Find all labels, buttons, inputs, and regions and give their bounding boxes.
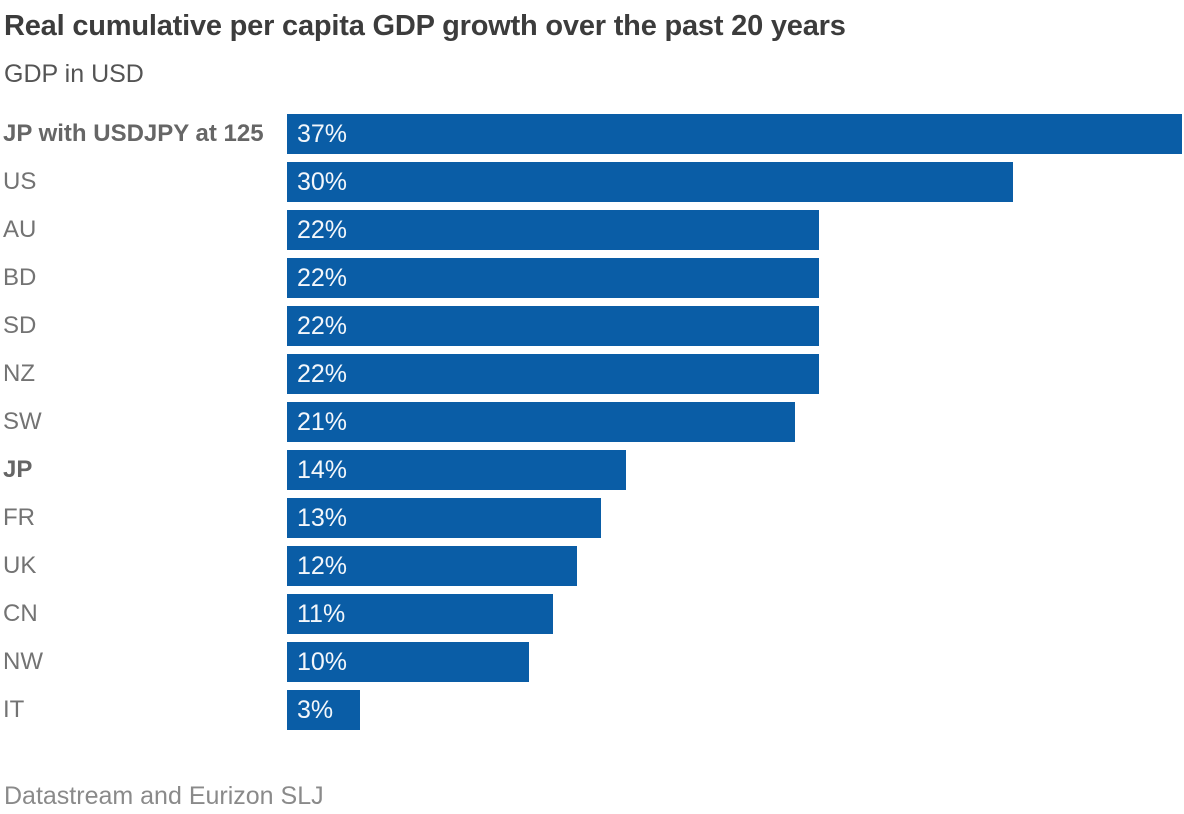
bar-value-label: 11% xyxy=(297,599,346,628)
bar-value-label: 10% xyxy=(297,647,348,676)
bar: 14% xyxy=(287,450,626,490)
bar-value-label: 22% xyxy=(297,359,348,388)
category-label: NW xyxy=(3,648,43,675)
bar-track: 22% xyxy=(287,258,1182,298)
chart-row: JP with USDJPY at 125 37% xyxy=(0,114,1182,154)
chart-row: JP 14% xyxy=(0,450,1182,490)
chart-row: FR 13% xyxy=(0,498,1182,538)
category-label: US xyxy=(3,168,37,195)
chart-row: UK 12% xyxy=(0,546,1182,586)
chart-row: NZ 22% xyxy=(0,354,1182,394)
category-label: SD xyxy=(3,312,37,339)
bar: 10% xyxy=(287,642,529,682)
bar-value-label: 22% xyxy=(297,215,348,244)
bar-track: 22% xyxy=(287,354,1182,394)
bar: 22% xyxy=(287,354,820,394)
bar-track: 30% xyxy=(287,162,1182,202)
bar-value-label: 12% xyxy=(297,551,348,580)
bar-value-label: 22% xyxy=(297,263,348,292)
category-label: JP xyxy=(3,456,33,483)
bar: 21% xyxy=(287,402,795,442)
bar-value-label: 22% xyxy=(297,311,348,340)
bar: 22% xyxy=(287,258,820,298)
bar-track: 11% xyxy=(287,594,1182,634)
category-label: SW xyxy=(3,408,42,435)
chart-row: US 30% xyxy=(0,162,1182,202)
chart-subtitle: GDP in USD xyxy=(4,60,144,88)
chart-title: Real cumulative per capita GDP growth ov… xyxy=(4,10,846,42)
bar-track: 14% xyxy=(287,450,1182,490)
bar-track: 13% xyxy=(287,498,1182,538)
category-label: UK xyxy=(3,552,37,579)
chart-row: IT 3% xyxy=(0,690,1182,730)
bar: 3% xyxy=(287,690,360,730)
bar: 37% xyxy=(287,114,1182,154)
bar-value-label: 37% xyxy=(297,119,348,148)
bar-value-label: 13% xyxy=(297,503,348,532)
bar-value-label: 30% xyxy=(297,167,348,196)
category-label: FR xyxy=(3,504,35,531)
bar-value-label: 14% xyxy=(297,455,348,484)
chart-row: BD 22% xyxy=(0,258,1182,298)
bar: 30% xyxy=(287,162,1013,202)
chart-row: AU 22% xyxy=(0,210,1182,250)
bar-track: 10% xyxy=(287,642,1182,682)
category-label: CN xyxy=(3,600,38,627)
bar: 13% xyxy=(287,498,602,538)
bar: 22% xyxy=(287,210,820,250)
category-label: IT xyxy=(3,696,25,723)
chart-row: CN 11% xyxy=(0,594,1182,634)
category-label: JP with USDJPY at 125 xyxy=(3,120,264,147)
source-note: Datastream and Eurizon SLJ xyxy=(4,782,324,810)
chart-row: SW 21% xyxy=(0,402,1182,442)
bar-track: 37% xyxy=(287,114,1182,154)
category-label: AU xyxy=(3,216,37,243)
category-label: NZ xyxy=(3,360,35,387)
bar: 12% xyxy=(287,546,578,586)
bar-value-label: 21% xyxy=(297,407,348,436)
bar-track: 22% xyxy=(287,306,1182,346)
category-label: BD xyxy=(3,264,37,291)
bar-track: 12% xyxy=(287,546,1182,586)
bar: 11% xyxy=(287,594,554,634)
bar: 22% xyxy=(287,306,820,346)
bar-track: 21% xyxy=(287,402,1182,442)
chart-row: SD 22% xyxy=(0,306,1182,346)
chart-row: NW 10% xyxy=(0,642,1182,682)
bar-chart: JP with USDJPY at 125 37% US 30% AU 22% BD 22% S… xyxy=(0,114,1184,730)
bar-track: 22% xyxy=(287,210,1182,250)
bar-track: 3% xyxy=(287,690,1182,730)
bar-value-label: 3% xyxy=(297,695,334,724)
